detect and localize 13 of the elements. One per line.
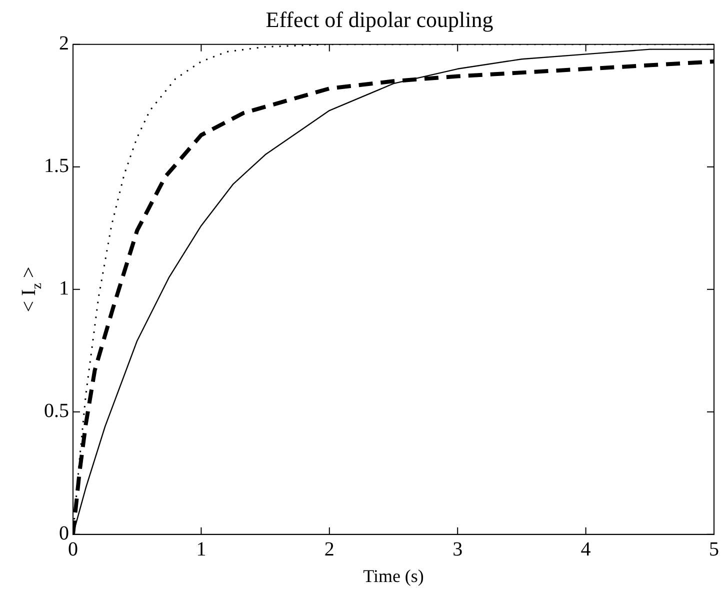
x-tick-label: 5 <box>709 538 719 561</box>
y-tick-label: 1.5 <box>44 155 69 178</box>
x-tick-label: 2 <box>324 538 334 561</box>
chart-title: Effect of dipolar coupling <box>266 6 494 32</box>
x-tick-label: 4 <box>580 538 591 561</box>
x-axis-title: Time (s) <box>363 566 424 586</box>
x-tick-label: 1 <box>196 538 206 561</box>
y-axis-title: < Iz > <box>18 266 45 312</box>
y-tick-label: 0.5 <box>44 400 69 422</box>
x-tick-label: 3 <box>452 538 463 561</box>
y-tick-label: 2 <box>59 32 69 55</box>
y-tick-label: 1 <box>59 278 69 300</box>
y-tick-label: 0 <box>59 522 69 545</box>
